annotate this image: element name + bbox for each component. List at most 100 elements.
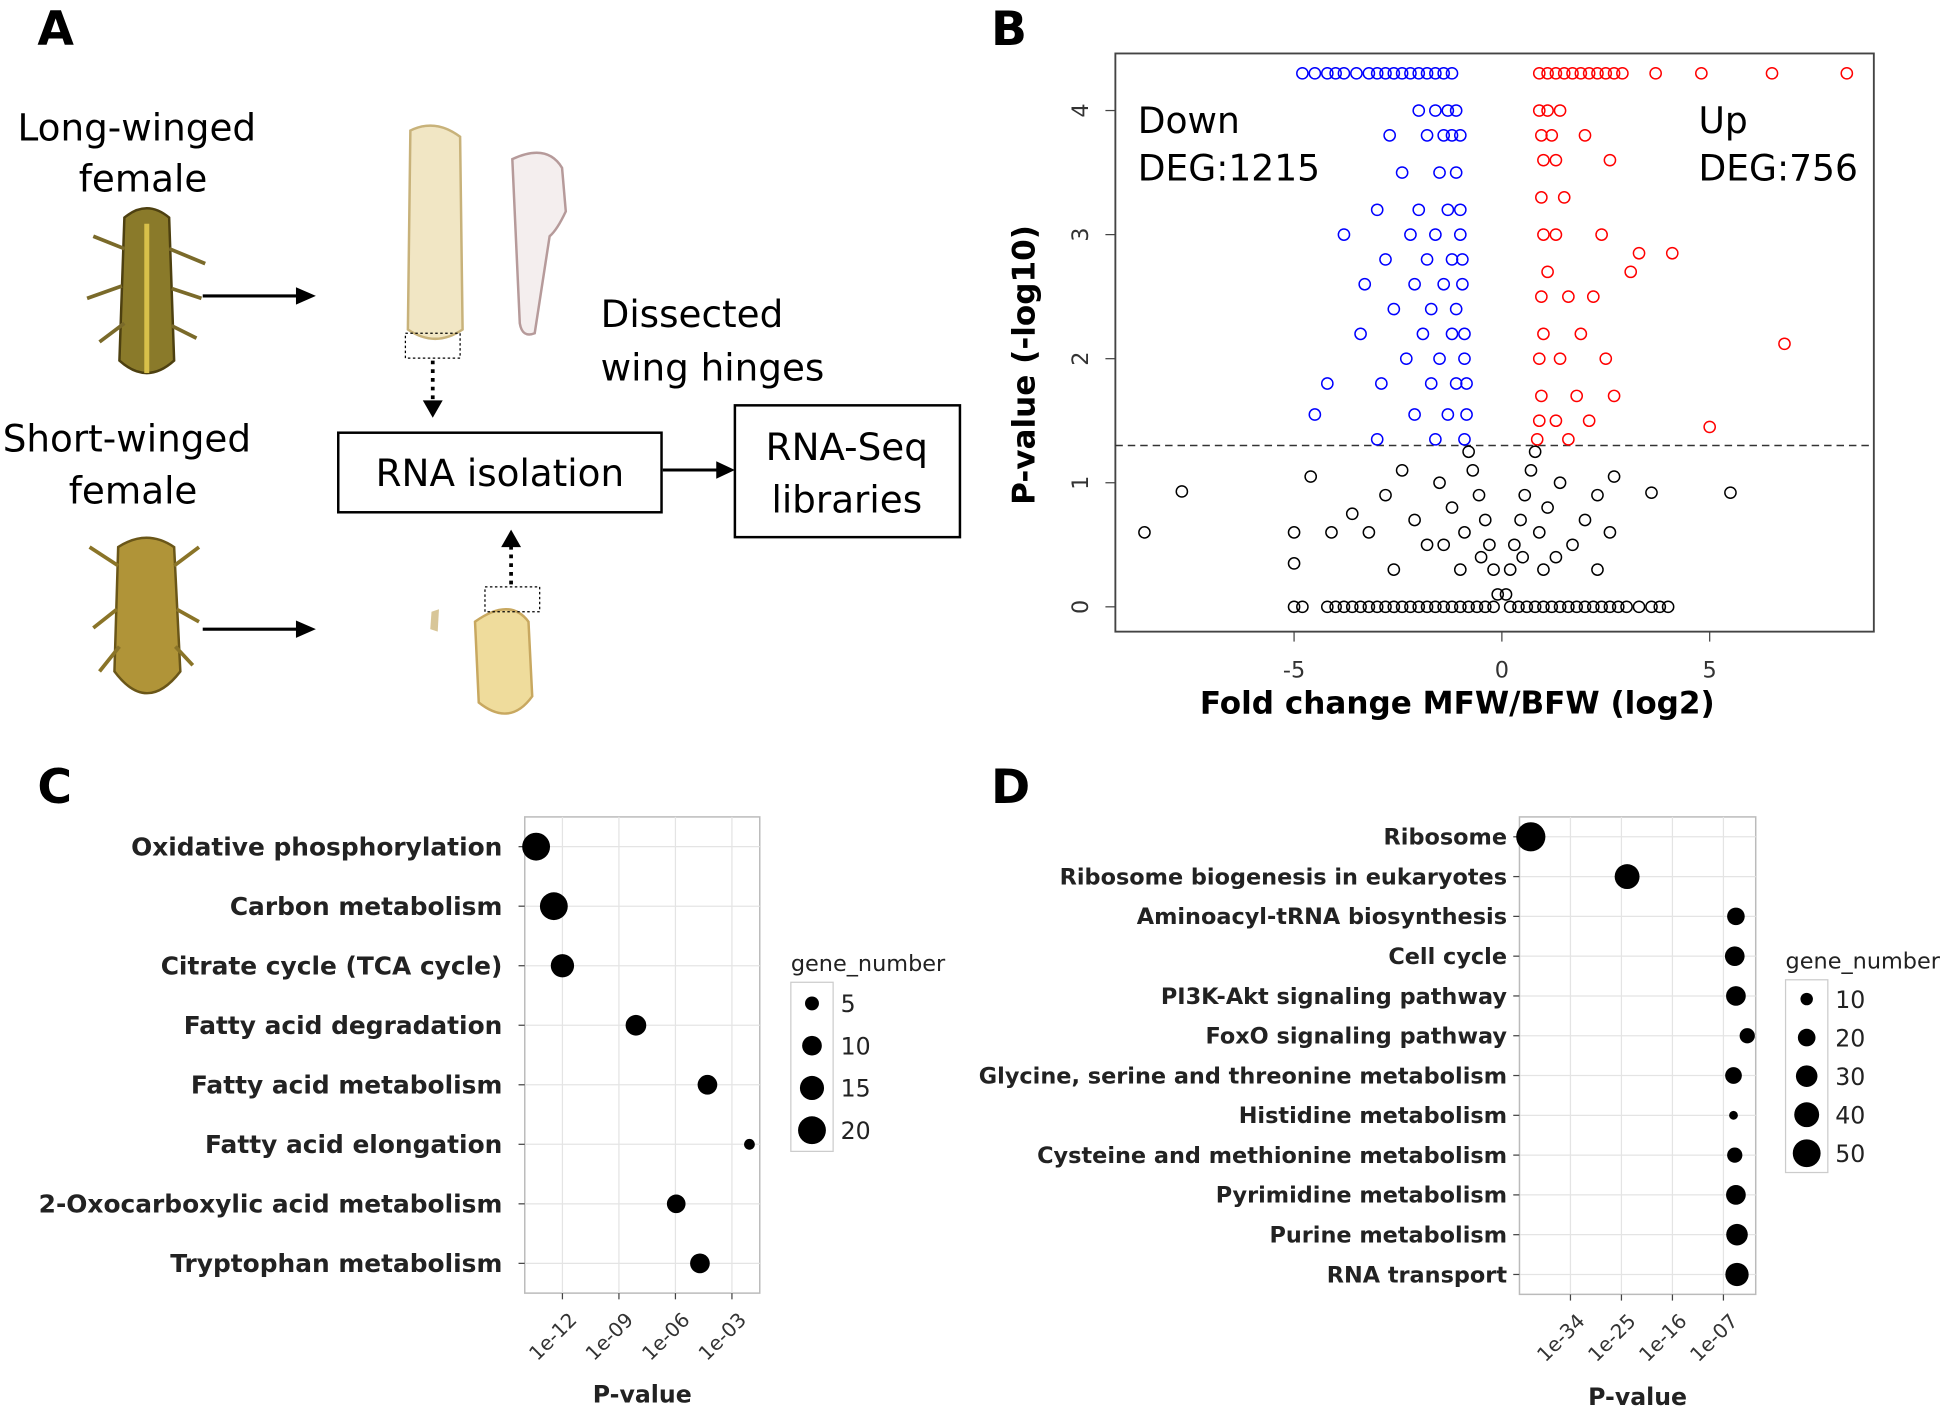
point — [1566, 538, 1579, 552]
point — [1478, 600, 1492, 614]
legend-key — [802, 1035, 822, 1056]
point — [1370, 203, 1384, 217]
category-label: Histidine metabolism — [1239, 1103, 1507, 1129]
point — [1466, 464, 1480, 477]
legend-label: 10 — [1835, 986, 1865, 1014]
point — [1320, 600, 1334, 614]
legend-key — [798, 1116, 826, 1145]
point — [1424, 377, 1438, 390]
annotation: DEG:1215 — [1138, 147, 1320, 189]
point — [1287, 600, 1301, 614]
point — [1778, 337, 1791, 351]
point — [1325, 526, 1338, 539]
y-axis-title: P-value (-log10) — [1007, 225, 1043, 505]
box — [337, 431, 663, 514]
dot — [1727, 907, 1745, 926]
point — [1535, 191, 1548, 204]
legend-label: 30 — [1835, 1063, 1865, 1091]
point — [1840, 66, 1854, 80]
legend-key — [1794, 1102, 1820, 1128]
box-label: libraries — [771, 477, 922, 521]
label: Dissected — [601, 292, 784, 336]
point — [1582, 414, 1596, 428]
box — [733, 404, 962, 539]
label: wing hinges — [601, 345, 825, 389]
dot — [690, 1253, 710, 1274]
category-label: Glycine, serine and threonine metabolism — [979, 1063, 1507, 1089]
annotation: Down — [1138, 100, 1240, 142]
legend-label: 20 — [841, 1117, 871, 1145]
forewing — [406, 124, 464, 341]
point — [1545, 600, 1559, 614]
dot — [625, 1014, 647, 1036]
dot — [697, 1074, 718, 1095]
point — [1562, 290, 1575, 303]
arrow-head — [295, 287, 316, 305]
category-label: Tryptophan metabolism — [170, 1249, 502, 1278]
point — [1387, 563, 1401, 576]
point — [1449, 166, 1463, 179]
diagram: Long-winged female Short-winged female D… — [3, 106, 962, 715]
point — [1433, 166, 1446, 179]
point — [1395, 66, 1409, 80]
label: female — [79, 156, 208, 200]
y-tick-label: 2 — [1068, 352, 1094, 366]
point — [1532, 104, 1546, 117]
point — [1445, 327, 1459, 341]
category-label: Fatty acid elongation — [205, 1130, 502, 1159]
point — [1607, 66, 1621, 80]
dot — [1726, 986, 1746, 1006]
point — [1445, 253, 1459, 266]
point — [1458, 432, 1471, 446]
arrow-head — [716, 461, 735, 479]
hindwing — [511, 151, 568, 336]
category-label: Cell cycle — [1388, 944, 1507, 970]
point — [1470, 600, 1484, 614]
point — [1337, 228, 1351, 241]
point — [1578, 600, 1592, 614]
legend-title: gene_number — [1786, 949, 1941, 975]
dot — [1725, 1262, 1749, 1287]
point — [1445, 501, 1459, 514]
y-tick-label: 3 — [1068, 227, 1094, 241]
point — [1412, 66, 1426, 80]
point — [1445, 129, 1459, 142]
category-label: Cysteine and methionine metabolism — [1037, 1143, 1507, 1169]
point — [1420, 538, 1434, 552]
point — [1703, 420, 1717, 434]
point — [1420, 66, 1434, 80]
legend-label: 10 — [841, 1032, 871, 1060]
y-tick-label: 4 — [1068, 103, 1094, 117]
point — [1595, 600, 1608, 614]
point — [1354, 600, 1367, 614]
point — [1412, 203, 1426, 217]
category-label: 2-Oxocarboxylic acid metabolism — [39, 1190, 503, 1219]
point — [1532, 352, 1546, 366]
point — [1345, 600, 1359, 614]
point — [1337, 66, 1351, 80]
dot — [666, 1194, 686, 1214]
point — [1429, 228, 1442, 241]
point — [1765, 66, 1779, 80]
point — [1449, 377, 1463, 390]
point — [1566, 66, 1579, 80]
legend-label: 15 — [841, 1075, 871, 1103]
point — [1296, 66, 1309, 80]
category-label: FoxO signaling pathway — [1206, 1024, 1508, 1050]
point — [1530, 432, 1544, 446]
point — [1416, 327, 1430, 341]
dot — [1725, 1067, 1742, 1084]
point — [1458, 526, 1471, 539]
point — [1350, 66, 1363, 80]
point — [1508, 538, 1521, 552]
x-axis-title: Fold change MFW/BFW (log2) — [1200, 686, 1715, 722]
point — [1661, 600, 1675, 614]
hinge-box — [484, 586, 541, 613]
point — [1449, 302, 1463, 316]
point — [1570, 600, 1584, 614]
point — [1695, 66, 1708, 80]
point — [1472, 488, 1486, 502]
point — [1553, 104, 1567, 117]
point — [1595, 228, 1608, 241]
